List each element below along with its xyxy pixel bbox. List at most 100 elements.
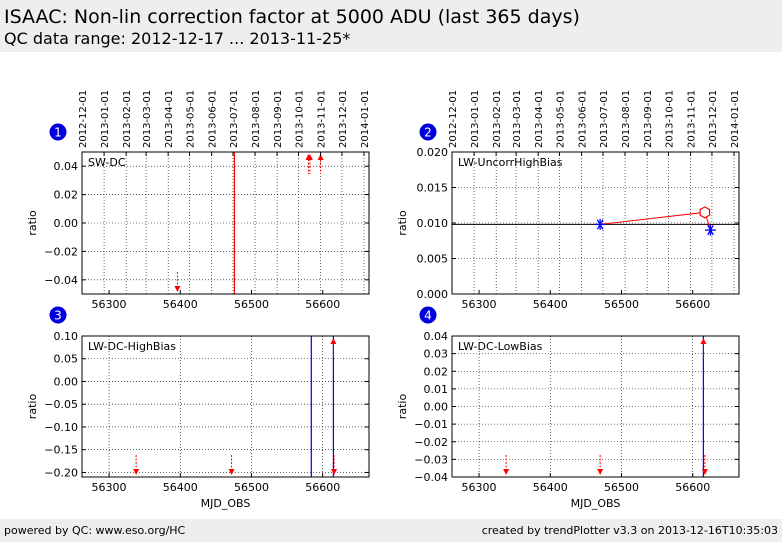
footer-credit: powered by QC: www.eso.org/HC [4,524,186,537]
date-tick-label: 2013-09-01 [273,90,284,148]
x-tick-label: 56300 [92,298,127,311]
arrow-down-head [133,469,140,475]
header: ISAAC: Non-lin correction factor at 5000… [0,0,782,52]
panel-label: LW-DC-LowBias [458,340,543,353]
footer-created: created by trendPlotter v3.3 on 2013-12-… [481,524,778,537]
y-tick-label: −0.01 [414,418,448,431]
y-axis-label: ratio [26,394,39,420]
date-tick-label: 2013-04-01 [534,90,545,148]
date-tick-label: 2013-02-01 [122,90,133,148]
arrow-down-head [228,469,235,475]
y-tick-label: 0.03 [424,348,449,361]
x-tick-label: 56300 [92,481,127,494]
panel-badge [419,306,437,324]
y-tick-label: 0.01 [424,383,449,396]
page-title: ISAAC: Non-lin correction factor at 5000… [4,6,580,28]
panel-badge-number: 3 [54,309,62,323]
plot-area [82,336,369,477]
arrow-up-head [306,154,313,160]
arrow-up-head [317,154,324,160]
y-tick-label: −0.02 [44,245,78,258]
date-tick-label: 2013-03-01 [142,90,153,148]
y-tick-label: 0.10 [54,330,79,343]
date-tick-label: 2013-05-01 [556,90,567,148]
y-tick-label: −0.04 [414,471,448,484]
date-tick-label: 2014-01-01 [360,90,371,148]
date-tick-label: 2014-01-01 [730,90,741,148]
date-tick-label: 2013-12-01 [338,90,349,148]
panel-label: SW-DC [88,156,126,169]
date-tick-label: 2013-08-01 [251,90,262,148]
x-axis-label: MJD_OBS [571,497,621,510]
panel-badge [419,123,437,141]
data-point-hexagon [699,206,711,219]
y-tick-label: 0.015 [417,182,449,195]
x-tick-label: 56500 [234,481,269,494]
y-tick-label: −0.15 [44,444,78,457]
panel-badge-number: 4 [424,309,432,323]
y-tick-label: 0.00 [424,401,449,414]
chart-panel-4: 56300 56400 56500 56600 −0.04 −0.03 −0.02 −0.01… [396,306,740,510]
date-tick-label: 2013-09-01 [643,90,654,148]
arrow-down-head [331,469,338,475]
y-tick-label: 0.05 [54,353,79,366]
y-tick-label: 0.02 [424,365,449,378]
date-tick-label: 2013-01-01 [470,90,481,148]
y-tick-label: 0.04 [424,330,449,343]
date-tick-label: 2013-02-01 [492,90,503,148]
plot-area [452,152,739,294]
date-tick-label: 2013-10-01 [294,90,305,148]
y-tick-label: 0.00 [54,217,79,230]
charts-canvas: 56300 56400 56500 56600 −0.04 −0.02 0.00 0.02 0.… [26,90,741,510]
x-tick-label: 56500 [234,298,269,311]
y-axis-label: ratio [396,210,409,236]
y-tick-label: −0.05 [44,398,78,411]
data-point-star [705,224,717,236]
date-tick-label: 2013-11-01 [317,90,328,148]
panel-badge-number: 1 [54,126,62,140]
date-tick-label: 2013-04-01 [164,90,175,148]
x-tick-label: 56300 [462,298,497,311]
y-tick-label: 0.010 [417,217,449,230]
x-tick-label: 56600 [305,481,340,494]
y-tick-label: −0.10 [44,421,78,434]
y-tick-label: 0.04 [54,160,79,173]
panel-label: LW-UncorrHighBias [458,156,563,169]
arrow-up-head [330,338,337,344]
arrow-down-head [701,469,708,475]
date-tick-label: 2013-03-01 [512,90,523,148]
x-axis-label: MJD_OBS [201,497,251,510]
date-tick-label: 2013-08-01 [621,90,632,148]
plot-marks [452,206,739,236]
x-tick-label: 56400 [163,481,198,494]
x-tick-label: 56500 [604,481,639,494]
date-tick-label: 2013-12-01 [708,90,719,148]
arrow-down-head [597,469,604,475]
panel-badge [49,306,67,324]
y-tick-label: 0.000 [417,288,449,301]
arrow-up-head [700,338,707,344]
chart-panel-2: 56300 56400 56500 56600 0.000 0.005 0.010 0.015… [396,90,741,311]
date-tick-label: 2012-12-01 [78,90,89,148]
y-tick-label: −0.04 [44,274,78,287]
arrow-down-head [503,469,510,475]
plot-area [82,152,369,294]
page-subtitle: QC data range: 2012-12-17 ... 2013-11-25… [4,29,351,48]
plot-marks [174,152,324,294]
x-tick-label: 56500 [604,298,639,311]
date-tick-label: 2013-07-01 [229,90,240,148]
date-tick-label: 2013-06-01 [578,90,589,148]
y-axis-label: ratio [396,394,409,420]
arrow-down-head [174,286,181,292]
y-tick-label: −0.20 [44,466,78,479]
panel-badge [49,123,67,141]
x-tick-label: 56600 [675,298,710,311]
x-tick-label: 56300 [462,481,497,494]
plot-area [452,336,739,477]
x-tick-label: 56600 [305,298,340,311]
date-tick-label: 2013-01-01 [100,90,111,148]
y-tick-label: −0.02 [414,436,448,449]
y-tick-label: 0.005 [417,253,449,266]
plot-marks [133,336,338,477]
y-axis-label: ratio [26,210,39,236]
